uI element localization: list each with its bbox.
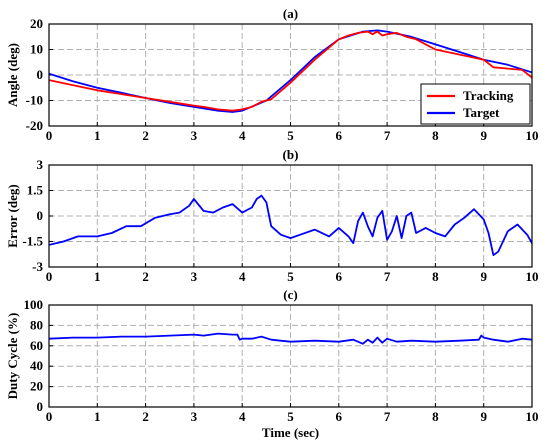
- x-tick-label: 4: [239, 128, 246, 143]
- x-tick-label: 0: [46, 409, 53, 424]
- x-tick-label: 9: [480, 409, 487, 424]
- x-tick-label: 1: [94, 128, 101, 143]
- series-line-panel-2: [49, 194, 532, 257]
- plot-frame: [48, 164, 533, 268]
- x-tick-label: 7: [384, 409, 391, 424]
- x-tick-label: 0: [46, 269, 53, 284]
- x-tick-label: 8: [432, 128, 439, 143]
- x-tick-label: 9: [480, 128, 487, 143]
- plot-frame: [48, 23, 533, 127]
- x-tick-label: 7: [384, 128, 391, 143]
- y-tick-label: 1.5: [27, 183, 44, 198]
- x-tick-label: 4: [239, 269, 246, 284]
- panel-2: (b) 0 1 2 3 4 5 6 7 8 9 10 3 1.5 0 -1.5 -3 Error (deg): [5, 147, 539, 284]
- panel-3-title: (c): [283, 287, 297, 302]
- x-tick-label: 5: [287, 409, 294, 424]
- x-tick-label: 7: [384, 269, 391, 284]
- series-line-panel-3: [49, 332, 532, 345]
- x-tick-label: 2: [142, 269, 149, 284]
- x-tick-label: 1: [94, 409, 101, 424]
- y-tick-label: 100: [24, 297, 44, 312]
- x-tick-label: 6: [336, 128, 343, 143]
- y-tick-label: 3: [37, 157, 44, 172]
- x-tick-label: 2: [142, 128, 149, 143]
- x-tick-label: 10: [526, 409, 539, 424]
- x-tick-label: 8: [432, 269, 439, 284]
- x-tick-label: 3: [191, 409, 198, 424]
- x-tick-label: 1: [94, 269, 101, 284]
- series-line-tracking: [49, 30, 532, 112]
- x-tick-label: 5: [287, 128, 294, 143]
- y-axis-label: Angle (deg): [5, 43, 20, 107]
- series-group: [49, 332, 532, 345]
- y-axis-label: Error (deg): [5, 184, 20, 247]
- legend-label-tracking: Tracking: [463, 88, 514, 103]
- series-group: [49, 29, 532, 113]
- x-tick-label: 9: [480, 269, 487, 284]
- x-tick-label: 4: [239, 409, 246, 424]
- panel-1: (a) 0 1 2 3 4 5 6 7 8 9 10 20 10 0 -10 -20 Angle (deg) Tra…: [5, 6, 539, 143]
- x-tick-label: 6: [336, 409, 343, 424]
- y-tick-label: 0: [37, 208, 44, 223]
- y-axis-label: Duty Cycle (%): [5, 313, 20, 400]
- x-axis-label: Time (sec): [262, 425, 319, 440]
- y-tick-label: 0: [37, 399, 44, 414]
- y-tick-label: -3: [32, 259, 43, 274]
- x-tick-label: 6: [336, 269, 343, 284]
- panel-2-title: (b): [283, 147, 299, 162]
- x-tick-label: 2: [142, 409, 149, 424]
- x-tick-label: 3: [191, 128, 198, 143]
- x-tick-label: 10: [526, 128, 539, 143]
- series-group: [49, 194, 532, 257]
- plot-frame: [48, 304, 533, 408]
- y-tick-label: 20: [30, 16, 43, 31]
- y-tick-label: 10: [30, 42, 43, 57]
- x-tick-label: 0: [46, 128, 53, 143]
- x-tick-label: 3: [191, 269, 198, 284]
- x-tick-label: 10: [526, 269, 539, 284]
- y-tick-label: 0: [37, 67, 44, 82]
- legend-label-target: Target: [463, 105, 500, 120]
- y-tick-label: -20: [26, 118, 43, 133]
- legend: Tracking Target: [420, 83, 531, 125]
- y-tick-label: -10: [26, 93, 43, 108]
- x-tick-label: 8: [432, 409, 439, 424]
- y-tick-label: -1.5: [22, 234, 43, 249]
- y-tick-label: 40: [30, 358, 43, 373]
- panel-1-title: (a): [283, 6, 298, 21]
- y-tick-label: 80: [30, 317, 43, 332]
- y-tick-label: 20: [30, 379, 43, 394]
- y-tick-label: 60: [30, 338, 43, 353]
- x-tick-label: 5: [287, 269, 294, 284]
- legend-box: [420, 83, 531, 125]
